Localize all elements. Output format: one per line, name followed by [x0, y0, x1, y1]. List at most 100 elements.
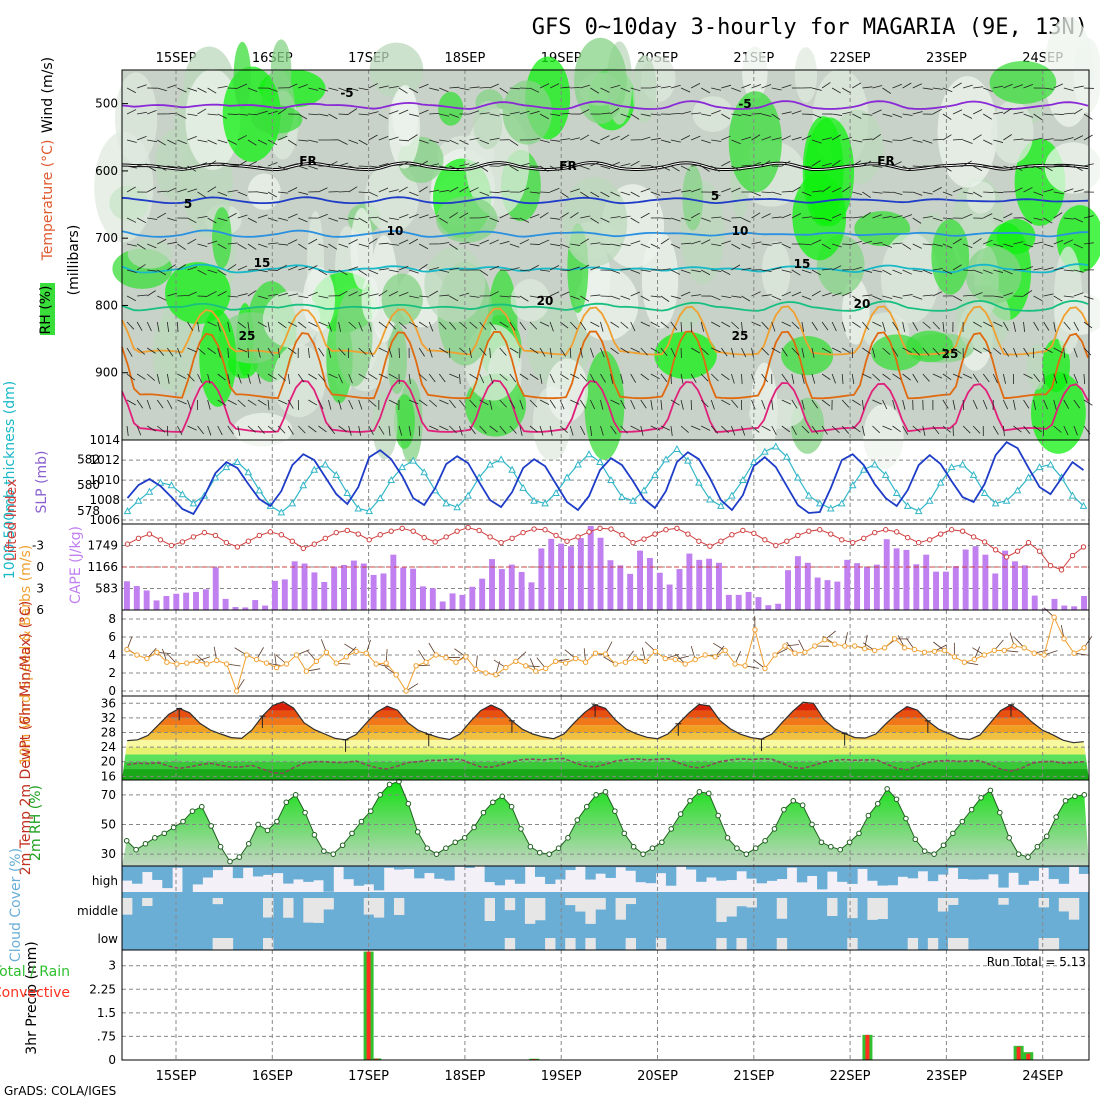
cloud-high-bar [273, 866, 284, 874]
wind-barb [600, 321, 604, 332]
rh-contour-blob [165, 262, 231, 325]
wind-barb [882, 243, 893, 248]
wind-barb [569, 347, 572, 359]
wind-barb [1003, 292, 1013, 297]
rh-contour-blob [212, 207, 232, 269]
wind-barb [418, 264, 428, 271]
cloud-high-bar [162, 866, 173, 889]
wind-barb [539, 139, 550, 143]
rh-marker [997, 809, 1003, 816]
wind-barb [479, 112, 490, 115]
thickness-marker [903, 501, 912, 509]
wind-barb [550, 217, 561, 220]
wind-barb [670, 165, 680, 172]
wind-barb [983, 87, 993, 92]
lifted-index-marker [564, 538, 570, 544]
wind-barb [277, 135, 288, 141]
wind-barb [942, 269, 953, 275]
isotherm-line [121, 229, 1089, 238]
wind-speed-marker [592, 650, 599, 656]
wind-barb [378, 242, 389, 245]
wind-speed-marker [652, 648, 659, 655]
wind-barb [338, 321, 342, 332]
wind-barb [449, 113, 459, 118]
wind-barb [811, 347, 815, 358]
wind-barb [963, 191, 973, 195]
wind-barb [298, 217, 308, 223]
wind-barb [579, 425, 586, 436]
wind-barb [852, 425, 861, 433]
wind-barb [590, 217, 600, 224]
wind-barb [691, 269, 702, 273]
wind-barb [388, 86, 399, 89]
wind-barb [1063, 399, 1070, 409]
wind-barb [952, 264, 962, 271]
wind-barb [167, 292, 178, 297]
wind-barb [237, 113, 248, 116]
wind-barb [932, 425, 940, 435]
temp-band [122, 769, 1089, 780]
rh-contour-blob [584, 350, 625, 460]
wind-barb [308, 139, 319, 143]
wind-barb [227, 212, 237, 219]
wind-barb [318, 269, 328, 276]
wind-barb [781, 160, 791, 167]
wind-barb [1063, 295, 1074, 298]
wind-barb [1033, 373, 1041, 383]
wind-barb [147, 217, 158, 220]
wind-barb [449, 86, 460, 89]
cloud-high-bar [605, 866, 616, 878]
wind-speed-marker [363, 650, 369, 656]
wind-tick-label: 4 [108, 648, 116, 662]
wind-barb [610, 135, 620, 141]
rh-marker [133, 846, 139, 853]
wind-barb [418, 186, 428, 193]
wind-speed-marker [124, 646, 130, 653]
rh-marker [199, 803, 205, 810]
wind-barb [731, 139, 741, 145]
wind-barb [388, 347, 393, 358]
lifted-index-marker [509, 535, 515, 542]
wind-barb [570, 137, 581, 141]
wind-barb [680, 291, 691, 297]
wind-barb [177, 139, 187, 144]
wind-barb [1053, 83, 1064, 89]
wind-barb [701, 139, 711, 144]
wind-barb [479, 86, 490, 89]
cape-bar [390, 554, 397, 610]
rh-2m-axis-label: 2m RH (%) [28, 785, 44, 861]
wind-barb [439, 113, 450, 117]
wind-speed-marker [1011, 643, 1017, 649]
cloud-middle-gap [534, 898, 546, 921]
wind-speed-marker [1031, 650, 1037, 656]
rh-marker [264, 827, 271, 834]
wind-barb [509, 165, 519, 172]
wind-barb [670, 321, 678, 331]
wind-barb [963, 294, 974, 297]
isotherm-label: 20 [537, 294, 554, 308]
wind-barb [166, 321, 170, 332]
wind-speed-marker [612, 661, 619, 667]
thickness-marker [563, 473, 571, 481]
wind-barb [842, 164, 853, 167]
wind-barb [378, 187, 389, 193]
wind-barb [288, 321, 298, 327]
wind-barb [1013, 84, 1023, 89]
rh-marker [705, 790, 712, 797]
cloud-high-bar [595, 866, 606, 874]
wind-barb [509, 321, 516, 331]
cape-bar [1031, 595, 1038, 610]
wind-barb [650, 373, 660, 380]
wind-barb [872, 214, 882, 219]
wind-barb [710, 399, 715, 410]
wind-barb [388, 269, 399, 273]
wind-barb [590, 373, 596, 384]
wind-barb [983, 269, 993, 274]
wind-barb [247, 161, 257, 167]
wind-barb [872, 347, 876, 358]
wind-speed-marker [822, 637, 828, 643]
wind-barb [509, 139, 519, 146]
rh-marker [471, 824, 477, 831]
wind-barb [217, 113, 227, 119]
wind-barb [972, 373, 980, 383]
